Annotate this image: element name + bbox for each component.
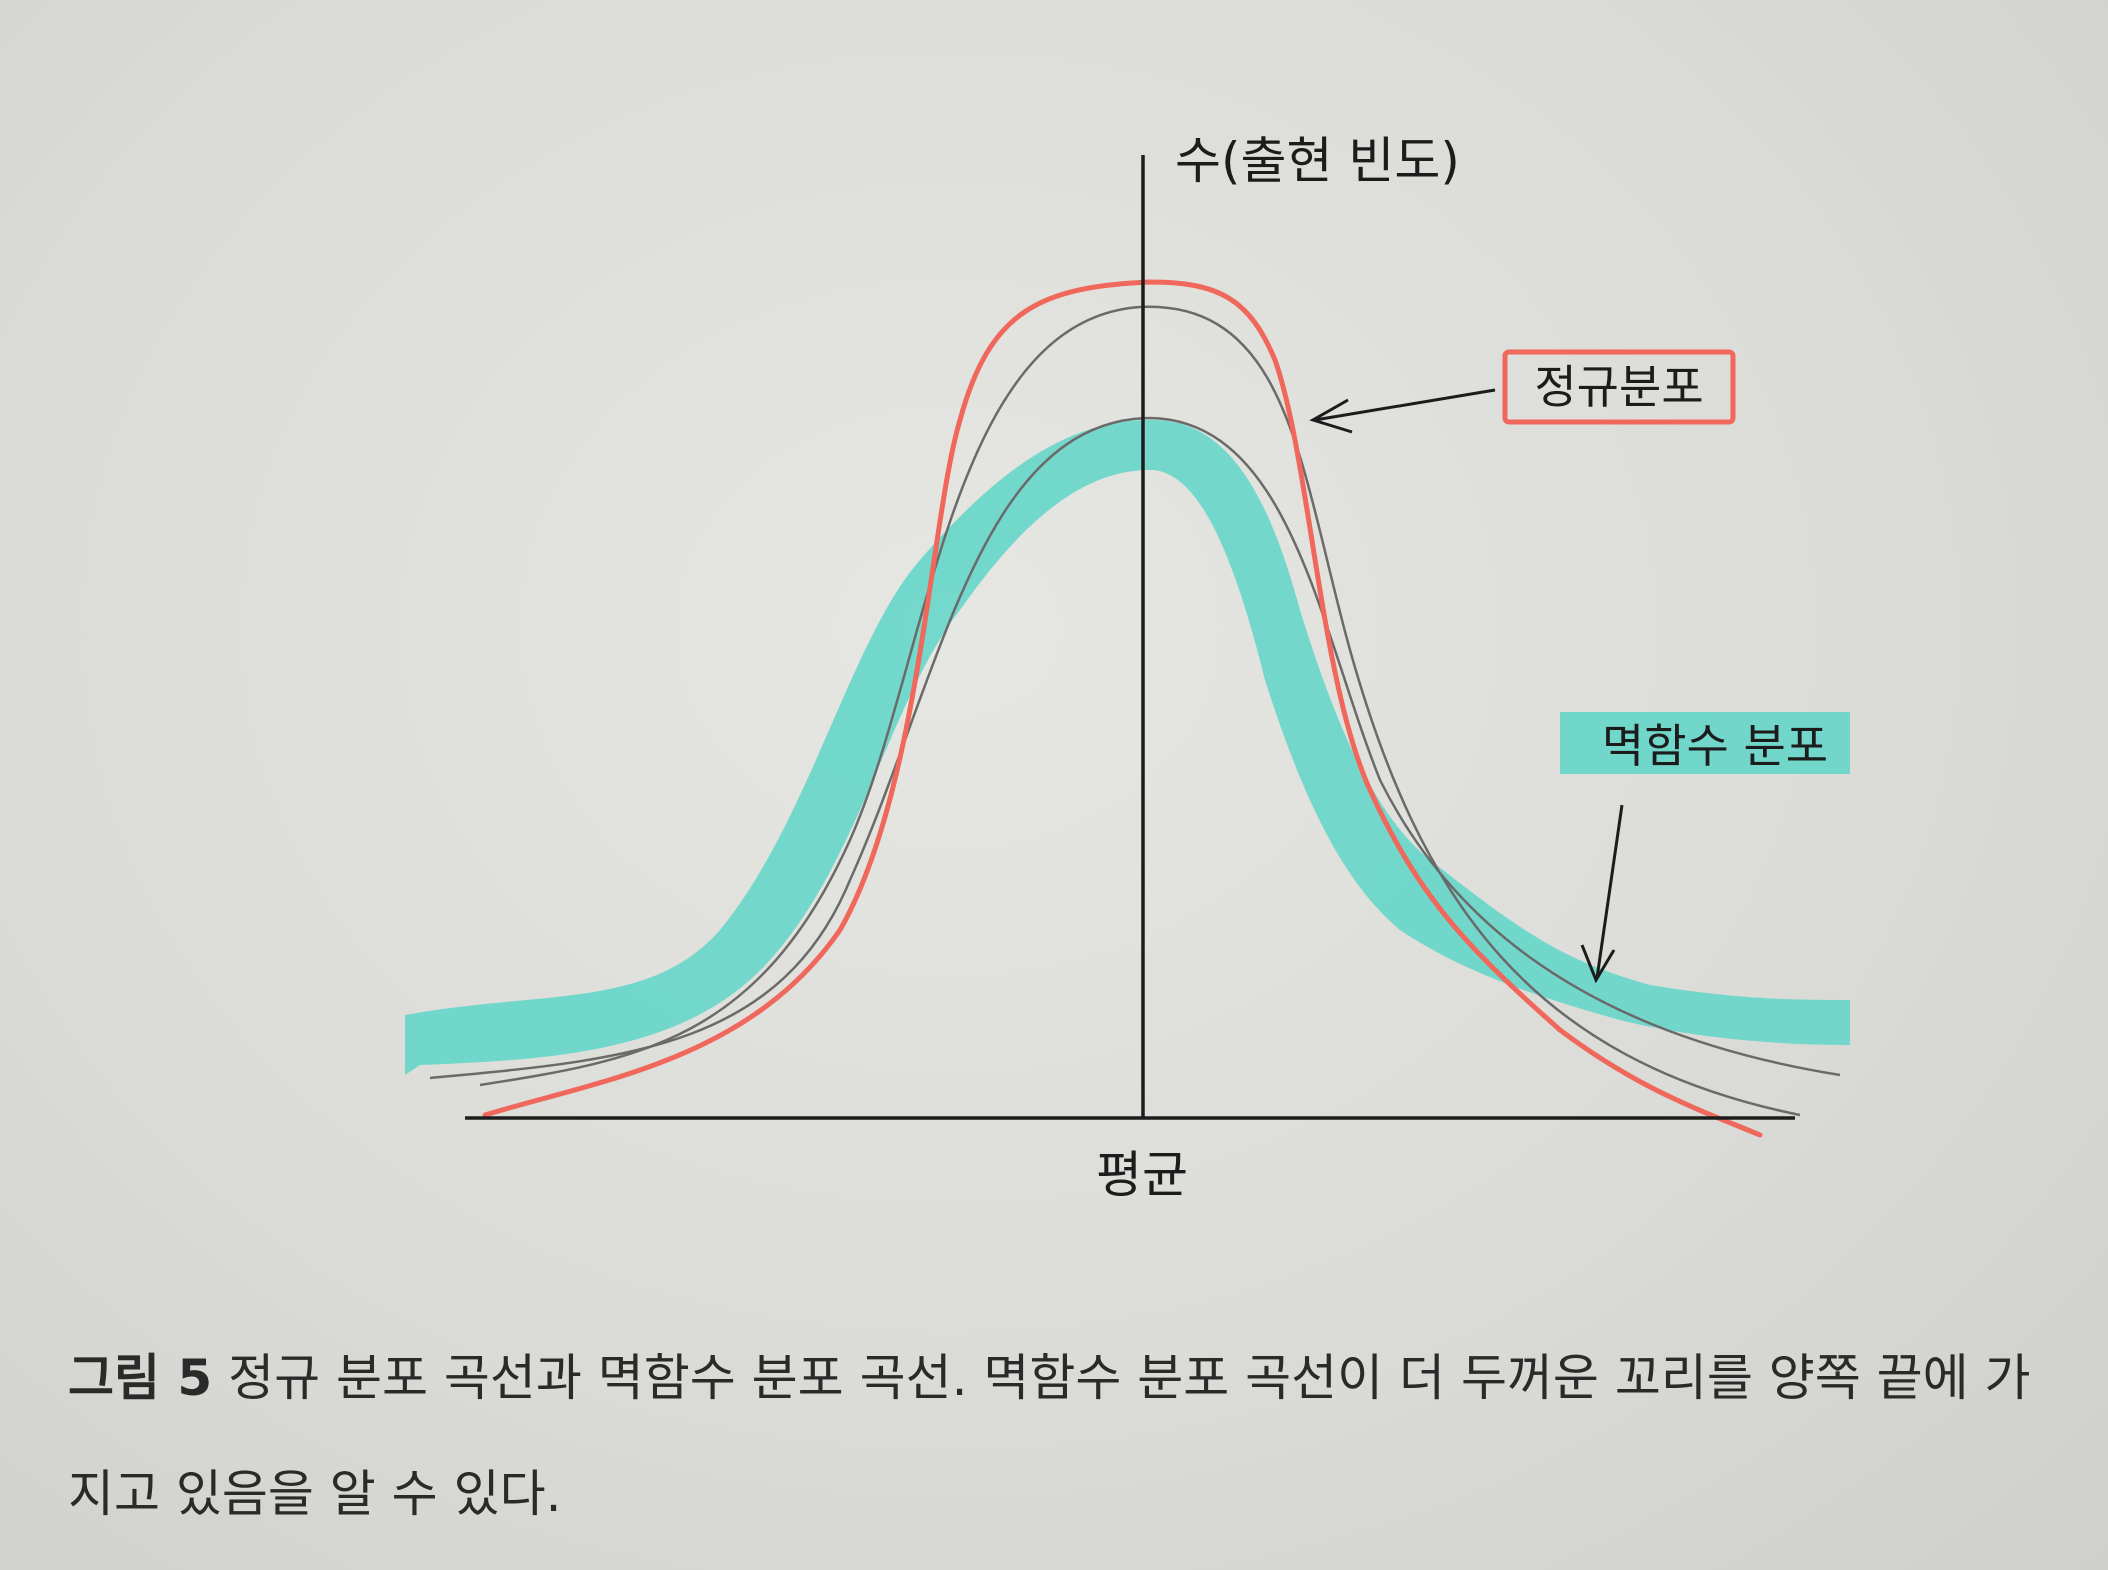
- power-label-highlight: [1560, 712, 1850, 774]
- normal-curve-thin: [479, 305, 1801, 1117]
- power-arrow: [1580, 804, 1624, 984]
- x-axis-label: 평균: [1096, 1146, 1188, 1204]
- figure-caption: 그림 5 정규 분포 곡선과 멱함수 분포 곡선. 멱함수 분포 곡선이 더 두…: [68, 1320, 2048, 1552]
- power-label: 멱함수 분포: [1602, 719, 1828, 773]
- power-curve-thin: [429, 416, 1841, 1080]
- normal-label: 정규분포: [1534, 360, 1703, 414]
- caption-text: 정규 분포 곡선과 멱함수 분포 곡선. 멱함수 분포 곡선이 더 두꺼운 꼬리…: [68, 1349, 2031, 1523]
- normal-label-box: [1502, 349, 1736, 425]
- normal-curve-highlight: [482, 279, 1763, 1138]
- normal-arrow: [1309, 388, 1496, 434]
- y-axis-label: 수(출현 빈도): [1175, 132, 1460, 190]
- power-law-curve-highlight: [405, 419, 1850, 1075]
- figure-number: 그림 5: [68, 1349, 213, 1407]
